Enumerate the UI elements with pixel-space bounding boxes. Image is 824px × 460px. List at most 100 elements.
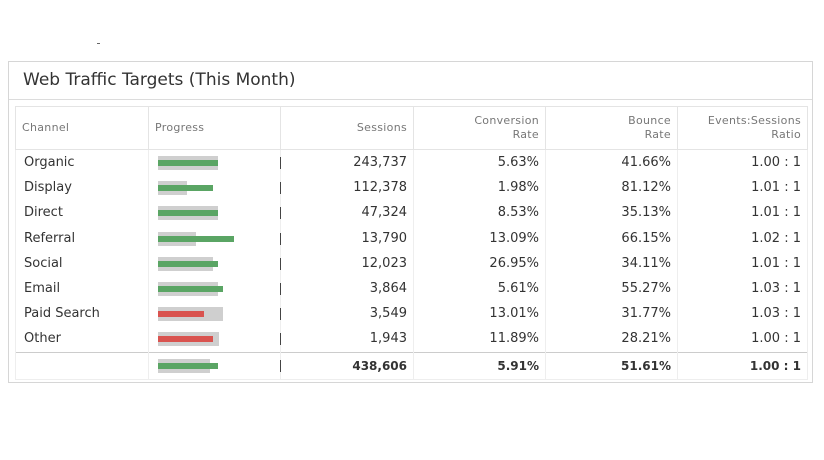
cell-conversion-rate: 1.98%: [413, 175, 546, 201]
cell-channel: Social: [15, 250, 149, 276]
table-row: Paid Search 3,549 13.01% 31.77% 1.03 : 1: [15, 301, 808, 327]
cell-progress: [148, 200, 281, 226]
progress-bullet-chart: [158, 358, 281, 373]
goal-marker: [280, 359, 281, 372]
cell-channel: Other: [15, 326, 149, 352]
table-row: Direct 47,324 8.53% 35.13% 1.01 : 1: [15, 200, 808, 226]
goal-marker: [280, 282, 281, 295]
traffic-table-wrap: Channel Progress Sessions Conversion Rate…: [15, 106, 808, 380]
col-header-channel[interactable]: Channel: [15, 106, 149, 150]
actual-progress-bar: [158, 185, 213, 192]
cell-progress: [148, 275, 281, 302]
cell-conversion-rate: 13.09%: [413, 225, 546, 251]
cell-bounce-rate: 31.77%: [545, 301, 678, 327]
cell-events-ratio: 1.02 : 1: [677, 225, 808, 251]
cell-conversion-rate: 5.63%: [413, 149, 546, 176]
traffic-table: Channel Progress Sessions Conversion Rate…: [15, 106, 808, 380]
total-row: 438,606 5.91% 51.61% 1.00 : 1: [15, 351, 808, 380]
cell-channel: Organic: [15, 149, 149, 176]
cell-progress: [148, 301, 281, 327]
table-row: Referral 13,790 13.09% 66.15% 1.02 : 1: [15, 225, 808, 251]
cell-progress: [148, 250, 281, 276]
cell-sessions: 3,549: [280, 301, 414, 327]
cell-conversion-rate: 13.01%: [413, 301, 546, 327]
cell-sessions: 13,790: [280, 225, 414, 251]
cell-events-ratio: 1.00 : 1: [677, 351, 808, 380]
cell-conversion-rate: 8.53%: [413, 200, 546, 226]
cell-events-ratio: 1.00 : 1: [677, 326, 808, 352]
actual-progress-bar: [158, 260, 218, 267]
cell-progress: [148, 149, 281, 176]
cell-conversion-rate: 26.95%: [413, 250, 546, 276]
cell-bounce-rate: 55.27%: [545, 275, 678, 302]
table-header-row: Channel Progress Sessions Conversion Rate…: [15, 106, 808, 150]
cell-sessions: 3,864: [280, 275, 414, 302]
cell-channel: [15, 351, 149, 380]
cell-bounce-rate: 51.61%: [545, 351, 678, 380]
cell-conversion-rate: 5.91%: [413, 351, 546, 380]
cell-sessions: 112,378: [280, 175, 414, 201]
actual-progress-bar: [158, 235, 234, 242]
cell-progress: [148, 351, 281, 380]
actual-progress-bar: [158, 336, 213, 343]
cell-sessions: 1,943: [280, 326, 414, 352]
cell-progress: [148, 225, 281, 251]
progress-bullet-chart: [158, 156, 281, 170]
table-row: Other 1,943 11.89% 28.21% 1.00 : 1: [15, 326, 808, 352]
progress-bullet-chart: [158, 206, 281, 221]
progress-bullet-chart: [158, 256, 281, 271]
cell-progress: [148, 175, 281, 201]
cell-bounce-rate: 28.21%: [545, 326, 678, 352]
actual-progress-bar: [158, 210, 218, 217]
cell-bounce-rate: 66.15%: [545, 225, 678, 251]
cell-channel: Display: [15, 175, 149, 201]
cell-events-ratio: 1.03 : 1: [677, 301, 808, 327]
col-header-sessions[interactable]: Sessions: [280, 106, 414, 150]
cell-bounce-rate: 81.12%: [545, 175, 678, 201]
col-header-bounce-rate[interactable]: Bounce Rate: [545, 106, 678, 150]
goal-marker: [280, 207, 281, 220]
cell-events-ratio: 1.01 : 1: [677, 250, 808, 276]
cell-sessions: 438,606: [280, 351, 414, 380]
goal-marker: [280, 257, 281, 270]
cell-bounce-rate: 41.66%: [545, 149, 678, 176]
cell-sessions: 12,023: [280, 250, 414, 276]
table-row: Email 3,864 5.61% 55.27% 1.03 : 1: [15, 275, 808, 302]
actual-progress-bar: [158, 285, 223, 292]
cell-sessions: 243,737: [280, 149, 414, 176]
col-header-conversion-rate[interactable]: Conversion Rate: [413, 106, 546, 150]
col-header-events-ratio[interactable]: Events:Sessions Ratio: [677, 106, 808, 150]
progress-bullet-chart: [158, 281, 281, 296]
progress-bullet-chart: [158, 181, 281, 196]
table-row: Social 12,023 26.95% 34.11% 1.01 : 1: [15, 250, 808, 276]
cell-events-ratio: 1.00 : 1: [677, 149, 808, 176]
goal-marker: [280, 308, 281, 321]
traffic-widget: Web Traffic Targets (This Month) Channel…: [8, 61, 813, 383]
goal-marker: [280, 232, 281, 245]
table-row: Organic 243,737 5.63% 41.66% 1.00 : 1: [15, 149, 808, 176]
actual-progress-bar: [158, 160, 218, 166]
cell-bounce-rate: 35.13%: [545, 200, 678, 226]
actual-progress-bar: [158, 362, 218, 369]
goal-marker: [280, 157, 281, 169]
cell-channel: Direct: [15, 200, 149, 226]
cell-channel: Paid Search: [15, 301, 149, 327]
cell-bounce-rate: 34.11%: [545, 250, 678, 276]
cell-events-ratio: 1.03 : 1: [677, 275, 808, 302]
progress-bullet-chart: [158, 332, 281, 347]
progress-bullet-chart: [158, 307, 281, 322]
goal-marker: [280, 182, 281, 195]
cell-conversion-rate: 5.61%: [413, 275, 546, 302]
cell-conversion-rate: 11.89%: [413, 326, 546, 352]
widget-title: Web Traffic Targets (This Month): [9, 62, 812, 100]
cell-sessions: 47,324: [280, 200, 414, 226]
col-header-progress[interactable]: Progress: [148, 106, 281, 150]
goal-marker: [280, 333, 281, 346]
cell-progress: [148, 326, 281, 352]
table-row: Display 112,378 1.98% 81.12% 1.01 : 1: [15, 175, 808, 201]
cell-channel: Referral: [15, 225, 149, 251]
progress-bullet-chart: [158, 231, 281, 246]
stray-mark: [97, 43, 100, 44]
cell-channel: Email: [15, 275, 149, 302]
cell-events-ratio: 1.01 : 1: [677, 200, 808, 226]
